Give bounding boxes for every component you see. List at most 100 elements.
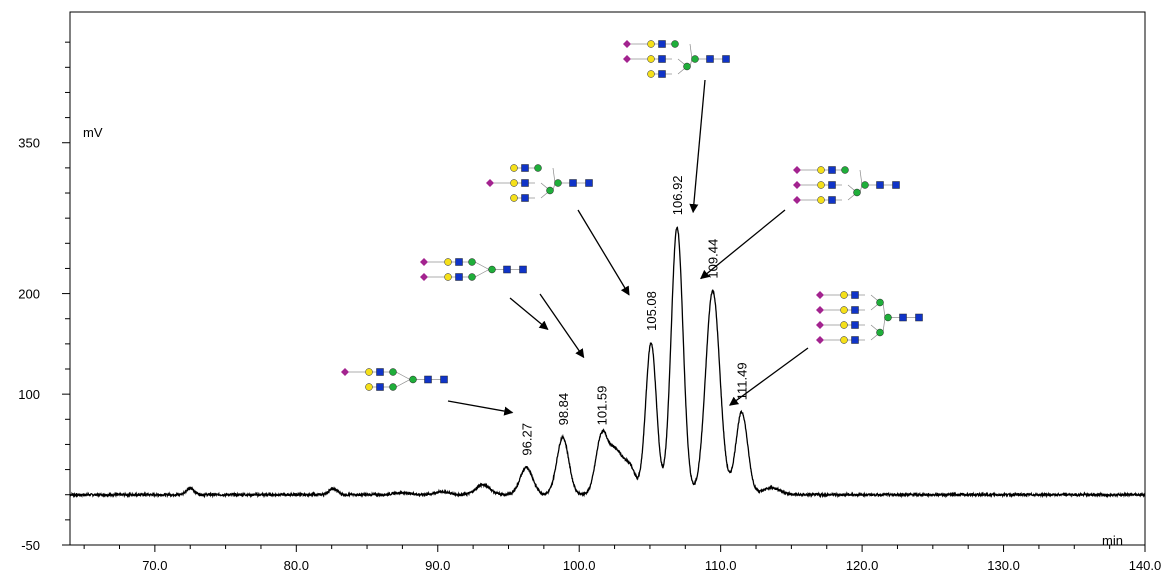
x-tick-label: 120.0 — [846, 558, 879, 573]
y-axis-unit-label: mV — [83, 125, 103, 140]
peak-label: 98.84 — [556, 393, 571, 426]
x-tick-label: 70.0 — [142, 558, 167, 573]
x-tick-label: 100.0 — [563, 558, 596, 573]
glcnac-square — [658, 40, 666, 48]
glcnac-square — [455, 258, 463, 266]
mannose-circle — [841, 166, 849, 174]
mannose-circle — [884, 313, 892, 322]
glcnac-square — [828, 166, 836, 174]
mannose-circle — [554, 179, 562, 187]
mannose-circle — [389, 383, 397, 391]
glycan-linkage — [552, 167, 556, 184]
peak-label: 109.44 — [706, 239, 721, 279]
glcnac-square — [828, 196, 836, 204]
glcnac-square — [440, 375, 448, 384]
glcnac-square — [658, 70, 666, 78]
galactose-circle — [444, 273, 452, 281]
glcnac-square — [424, 375, 432, 384]
mannose-circle — [861, 181, 869, 189]
sialic-acid-diamond — [793, 196, 801, 204]
annotation-arrow — [577, 209, 630, 296]
galactose-circle — [510, 179, 518, 187]
y-tick-label: 100 — [18, 387, 40, 402]
galactose-circle — [510, 164, 518, 172]
glycan-linkage — [859, 169, 863, 186]
peak-label: 101.59 — [595, 386, 610, 426]
glcnac-square — [569, 179, 577, 187]
glycan-linkage — [882, 317, 886, 333]
mannose-circle — [468, 273, 476, 281]
glcnac-square — [722, 55, 730, 63]
glycan-structure — [420, 258, 527, 281]
galactose-circle — [365, 368, 373, 376]
galactose-circle — [365, 383, 373, 391]
galactose-circle — [510, 194, 518, 202]
glycan-structure — [623, 40, 730, 78]
y-tick-label: 200 — [18, 287, 40, 302]
glycan-structure — [816, 291, 923, 344]
mannose-circle — [853, 188, 861, 197]
mannose-circle — [488, 265, 496, 274]
peak-labels: 96.27 98.84 101.59 105.08 106.92 109.44 111.49 — [519, 175, 749, 455]
sialic-acid-diamond — [420, 273, 428, 281]
glycan-linkage — [395, 371, 411, 380]
glcnac-square — [521, 194, 529, 202]
glcnac-square — [706, 55, 714, 63]
glcnac-square — [521, 164, 529, 172]
glcnac-square — [503, 265, 511, 274]
glycan-structure — [341, 368, 448, 391]
annotation-arrow — [728, 347, 809, 406]
y-tick-label: 350 — [18, 136, 40, 151]
mannose-circle — [534, 164, 542, 172]
mannose-circle — [876, 328, 884, 337]
tick-labels: 70.0 80.0 90.0 100.0 110.0 120.0 130.0 140.0 -50… — [18, 136, 1161, 573]
galactose-circle — [817, 166, 825, 174]
x-tick-label: 90.0 — [425, 558, 450, 573]
x-tick-label: 110.0 — [705, 558, 737, 573]
mannose-circle — [683, 62, 691, 71]
galactose-circle — [817, 196, 825, 204]
sialic-acid-diamond — [420, 258, 428, 266]
x-tick-label: 140.0 — [1129, 558, 1161, 573]
glycan-linkage — [689, 43, 693, 60]
galactose-circle — [647, 70, 655, 78]
peak-label: 111.49 — [735, 362, 750, 400]
mannose-circle — [546, 186, 554, 195]
plot-frame — [69, 11, 1146, 546]
peak-label: 96.27 — [519, 423, 534, 456]
annotation-arrow — [539, 293, 585, 359]
annotation-arrow — [689, 79, 706, 214]
annotation-arrows — [447, 79, 809, 416]
glcnac-square — [521, 179, 529, 187]
glcnac-square — [658, 55, 666, 63]
axes — [69, 11, 1146, 546]
sialic-acid-diamond — [623, 55, 631, 63]
peak-label: 106.92 — [670, 175, 685, 215]
galactose-circle — [840, 321, 848, 329]
glycan-structures — [341, 40, 923, 391]
sialic-acid-diamond — [816, 291, 824, 299]
glycan-linkage — [395, 379, 411, 388]
y-tick-label: -50 — [21, 538, 40, 553]
galactose-circle — [817, 181, 825, 189]
glycan-structure — [486, 164, 593, 202]
mannose-circle — [691, 55, 699, 63]
sialic-acid-diamond — [793, 181, 801, 189]
glcnac-square — [892, 181, 900, 189]
x-tick-label: 130.0 — [987, 558, 1020, 573]
mannose-circle — [876, 298, 884, 307]
glcnac-square — [519, 265, 527, 274]
glcnac-square — [851, 291, 859, 299]
glcnac-square — [455, 273, 463, 281]
galactose-circle — [647, 40, 655, 48]
glcnac-square — [915, 313, 923, 322]
galactose-circle — [840, 291, 848, 299]
annotation-arrow — [700, 209, 786, 280]
glycan-structure — [793, 166, 900, 204]
glycan-linkage — [474, 261, 490, 270]
galactose-circle — [647, 55, 655, 63]
galactose-circle — [444, 258, 452, 266]
annotation-arrow — [447, 400, 514, 416]
galactose-circle — [840, 306, 848, 314]
